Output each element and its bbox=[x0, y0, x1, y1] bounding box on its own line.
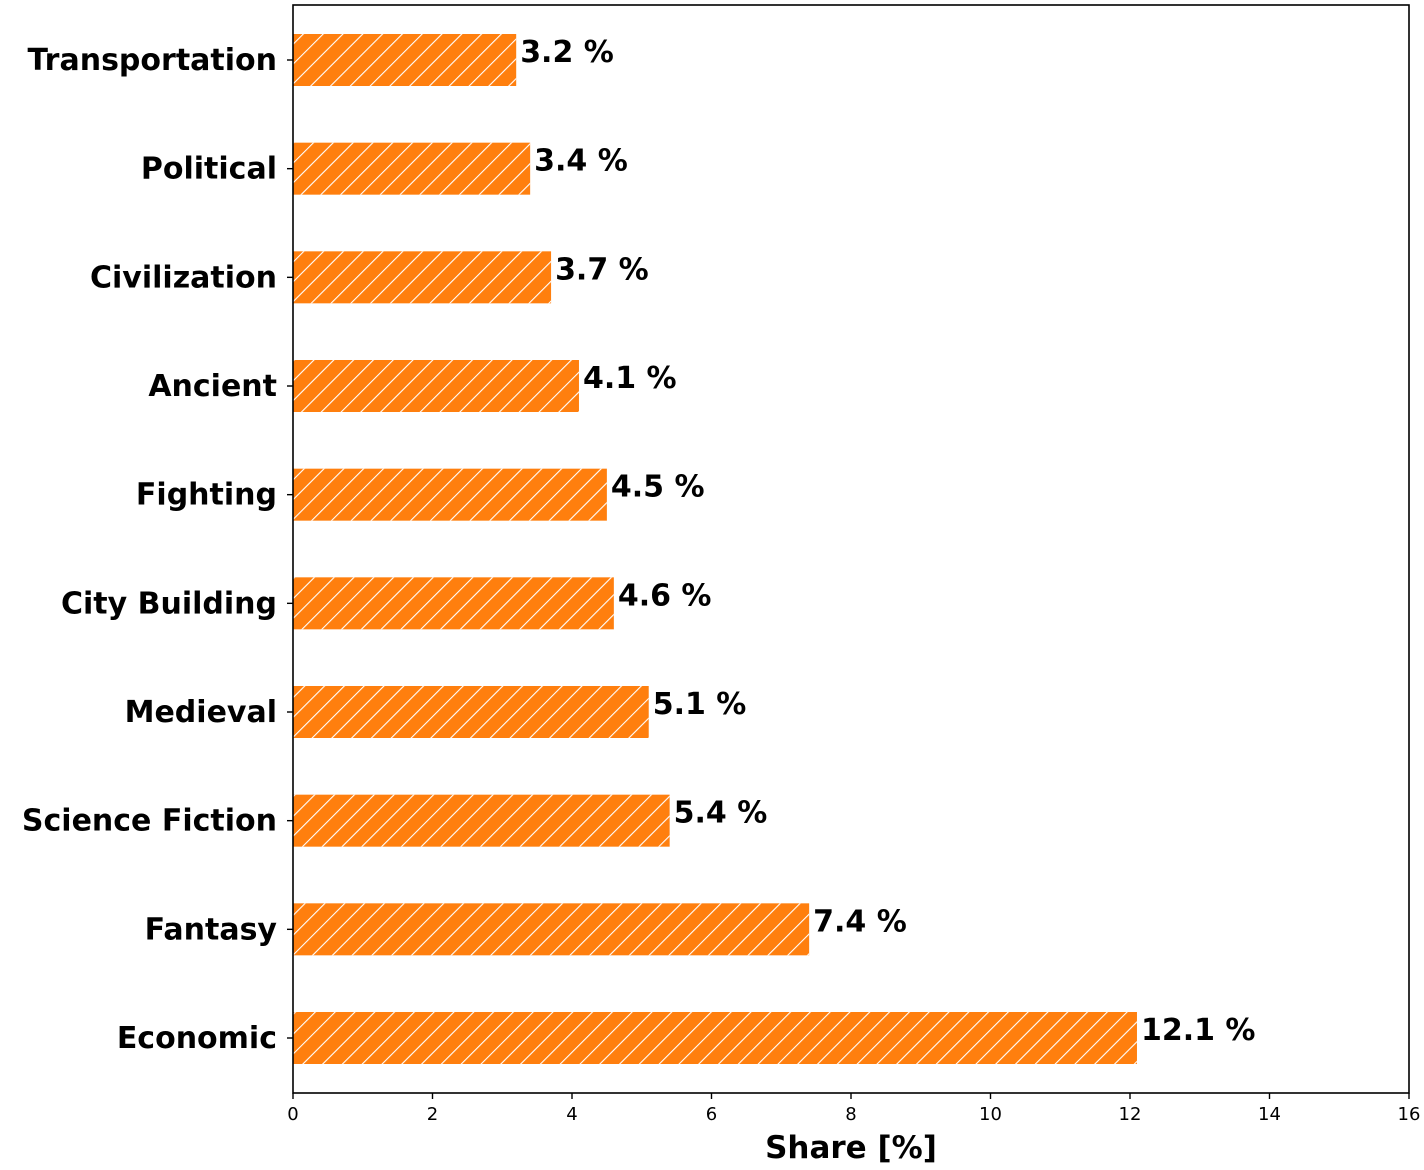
bar-hatch bbox=[293, 142, 531, 195]
bar-value-label: 4.6 % bbox=[618, 578, 712, 613]
bar-hatch bbox=[293, 686, 649, 738]
y-tick-label: Fighting bbox=[136, 478, 277, 513]
x-tick-label: 12 bbox=[1119, 1104, 1142, 1125]
bar-hatch bbox=[293, 903, 810, 956]
bar-hatch bbox=[293, 34, 517, 86]
bar-hatch bbox=[293, 360, 579, 412]
x-tick-label: 10 bbox=[979, 1104, 1002, 1125]
bars-group bbox=[293, 34, 1137, 1064]
bar-value-label: 5.4 % bbox=[674, 796, 768, 831]
bar-value-label: 4.5 % bbox=[611, 470, 705, 505]
bar-hatch bbox=[293, 468, 607, 521]
bar-hatch bbox=[293, 1012, 1137, 1064]
y-tick-label: City Building bbox=[61, 586, 277, 621]
bar-hatch bbox=[293, 794, 670, 847]
y-tick-label: Civilization bbox=[90, 260, 277, 295]
y-tick-label: Science Fiction bbox=[22, 804, 277, 839]
y-tick-label: Political bbox=[141, 152, 277, 187]
plot-frame bbox=[292, 4, 1410, 1094]
x-tick-label: 16 bbox=[1398, 1104, 1421, 1125]
bar-value-label: 3.7 % bbox=[555, 252, 649, 287]
x-tick-label: 14 bbox=[1258, 1104, 1281, 1125]
bar-hatch bbox=[293, 251, 552, 304]
x-tick-label: 0 bbox=[287, 1104, 298, 1125]
x-tick-label: 4 bbox=[566, 1104, 577, 1125]
bar-value-label: 5.1 % bbox=[653, 687, 747, 722]
bar-value-label: 4.1 % bbox=[583, 361, 677, 396]
x-tick-label: 6 bbox=[706, 1104, 717, 1125]
x-tick-label: 2 bbox=[427, 1104, 438, 1125]
y-axis-ticks: Economic Fantasy Science Fiction Medieval Ci… bbox=[22, 43, 293, 1056]
bar-value-label: 3.4 % bbox=[534, 144, 628, 179]
y-tick-label: Medieval bbox=[125, 695, 277, 730]
value-labels-group: 12.1 % 7.4 % 5.4 % 5.1 % 4.6 % 4.5 % 4.1 % 3.7 … bbox=[520, 35, 1255, 1048]
bar-hatch bbox=[293, 577, 614, 630]
y-tick-label: Ancient bbox=[148, 369, 277, 404]
bar-value-label: 3.2 % bbox=[520, 35, 614, 70]
x-axis-title: Share [%] bbox=[765, 1130, 937, 1166]
x-axis-ticks: 0 2 4 6 8 10 12 14 16 bbox=[287, 1093, 1420, 1125]
x-tick-label: 8 bbox=[845, 1104, 856, 1125]
y-tick-label: Economic bbox=[117, 1021, 277, 1056]
bar-value-label: 12.1 % bbox=[1141, 1013, 1256, 1048]
bar-value-label: 7.4 % bbox=[813, 904, 907, 939]
y-tick-label: Transportation bbox=[28, 43, 277, 78]
y-tick-label: Fantasy bbox=[145, 912, 278, 947]
